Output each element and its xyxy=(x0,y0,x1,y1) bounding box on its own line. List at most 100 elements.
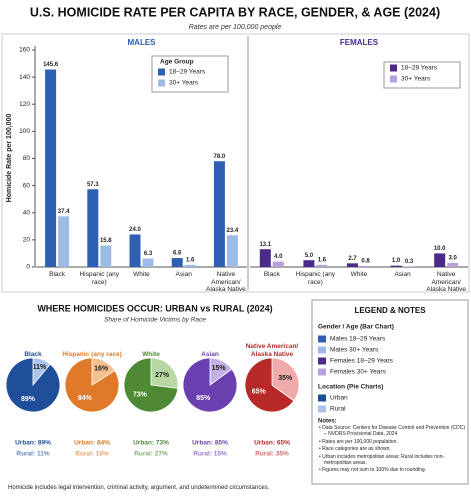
legend-notes-title: LEGEND & NOTES xyxy=(354,306,426,315)
pie-slice xyxy=(150,357,179,389)
y-tick-label: 80 xyxy=(23,155,31,162)
pie-summary: Urban: 89% xyxy=(15,440,51,447)
note: • Urban includes metropolitan areas; Rur… xyxy=(319,453,445,466)
bar xyxy=(303,260,315,267)
pie-title: Hispanic (any race) xyxy=(62,350,122,358)
value-label: 57.3 xyxy=(87,182,99,188)
bar-frame xyxy=(1,33,470,293)
slice-label: 89% xyxy=(21,396,36,403)
value-label: 13.1 xyxy=(259,242,271,248)
value-label: 4.0 xyxy=(274,254,283,260)
y-axis-label: Homicide Rate per 100,000 xyxy=(6,114,13,203)
bar xyxy=(171,258,183,267)
x-tick-label: Native American/ Alaska Native xyxy=(206,271,246,293)
pie-summary: Rural: 15% xyxy=(193,451,227,458)
legend-swatch xyxy=(158,79,165,87)
legend-label: Urban xyxy=(330,395,348,402)
legend-swatch xyxy=(390,64,397,72)
subtitle: Rates are per 100,000 people xyxy=(189,24,282,31)
value-label: 10.0 xyxy=(434,246,446,252)
value-label: 6.6 xyxy=(173,251,182,257)
pie-section-title: WHERE HOMICIDES OCCUR: URBAN vs RURAL (2… xyxy=(37,303,272,313)
legend-heading: Gender / Age (Bar Chart) xyxy=(318,324,394,331)
pie-summary: Rural: 27% xyxy=(134,451,168,458)
y-tick-label: 40 xyxy=(23,209,31,216)
bar xyxy=(213,161,225,267)
pie-title: White xyxy=(142,350,160,358)
x-tick-label: Asian xyxy=(175,271,192,278)
y-tick-label: 140 xyxy=(19,74,30,81)
y-tick-label: 100 xyxy=(19,128,30,135)
legend-label: Males 30+ Years xyxy=(330,347,379,354)
slice-label: 11% xyxy=(33,364,47,371)
bar xyxy=(347,263,358,267)
pie-slice xyxy=(64,357,120,413)
bar xyxy=(100,245,112,267)
legend-label: Males 18–29 Years xyxy=(330,336,386,343)
value-label: 1.6 xyxy=(186,257,195,263)
legend-label: 18–29 Years xyxy=(401,65,438,72)
value-label: 78.0 xyxy=(214,154,226,160)
value-label: 6.3 xyxy=(144,251,153,257)
value-label: 15.8 xyxy=(100,238,112,244)
note: • Data Source: Centers for Disease Contr… xyxy=(319,425,465,437)
y-tick-label: 60 xyxy=(23,182,31,189)
legend-title: Age Group xyxy=(160,59,194,66)
slice-label: 27% xyxy=(155,372,170,379)
legend-swatch xyxy=(318,405,326,413)
x-tick-label: Hispanic (any race) xyxy=(295,271,336,286)
value-label: 1.6 xyxy=(318,257,327,263)
bar xyxy=(434,253,446,267)
pie-summary: Rural: 35% xyxy=(255,451,289,458)
y-tick-label: 160 xyxy=(19,47,30,54)
bar xyxy=(360,265,371,267)
slice-label: 73% xyxy=(133,392,148,399)
x-tick-label: Black xyxy=(263,271,280,278)
bar xyxy=(58,216,70,267)
pie-summary: Urban: 65% xyxy=(254,440,290,447)
value-label: 1.0 xyxy=(392,258,401,264)
slice-label: 85% xyxy=(196,395,211,402)
title: U.S. HOMICIDE RATE PER CAPITA BY RACE, G… xyxy=(30,5,440,19)
legend-label: 18–29 Years xyxy=(169,69,206,76)
value-label: 145.6 xyxy=(43,62,59,68)
notes-heading: Notes: xyxy=(318,419,337,425)
pie-summary: Urban: 73% xyxy=(133,440,169,447)
x-tick-label: White xyxy=(350,271,368,278)
x-tick-label: Hispanic (any race) xyxy=(79,271,119,286)
y-tick-label: 20 xyxy=(23,237,31,244)
bar xyxy=(390,265,402,267)
legend-swatch xyxy=(158,68,165,76)
pie-slice xyxy=(5,357,61,413)
bar xyxy=(259,249,271,267)
note: • Figures may not sum to 100% due to rou… xyxy=(319,467,427,473)
x-tick-label: Native American/ Alaska Native xyxy=(426,271,467,293)
value-label: 0.8 xyxy=(361,258,370,264)
pie-summary: Urban: 84% xyxy=(74,440,110,447)
y-tick-label: 120 xyxy=(19,101,30,108)
legend-label: 30+ Years xyxy=(169,80,199,87)
value-label: 24.0 xyxy=(129,227,141,233)
legend-swatch xyxy=(390,75,397,83)
x-tick-label: White xyxy=(133,271,150,278)
legend-box xyxy=(311,299,469,485)
legend-swatch xyxy=(318,357,326,365)
pie-summary: Rural: 16% xyxy=(75,451,109,458)
pie-title: Asian xyxy=(201,350,219,358)
value-label: 0.3 xyxy=(405,259,414,265)
note: • Rates are per 100,000 population. xyxy=(319,438,398,445)
x-tick-label: Black xyxy=(49,271,66,278)
slice-label: 65% xyxy=(252,389,267,396)
footer: Homicide includes legal intervention, cr… xyxy=(8,485,270,491)
legend-label: Females 18–29 Years xyxy=(330,358,394,365)
slice-label: 84% xyxy=(78,395,93,402)
bar xyxy=(87,189,99,267)
pie-slice xyxy=(123,357,179,413)
bar xyxy=(129,234,141,267)
legend-swatch xyxy=(318,368,326,376)
pie-summary: Rural: 11% xyxy=(16,451,49,458)
pie-summary: Urban: 85% xyxy=(192,440,228,447)
value-label: 3.0 xyxy=(449,256,458,262)
bar xyxy=(142,258,154,267)
